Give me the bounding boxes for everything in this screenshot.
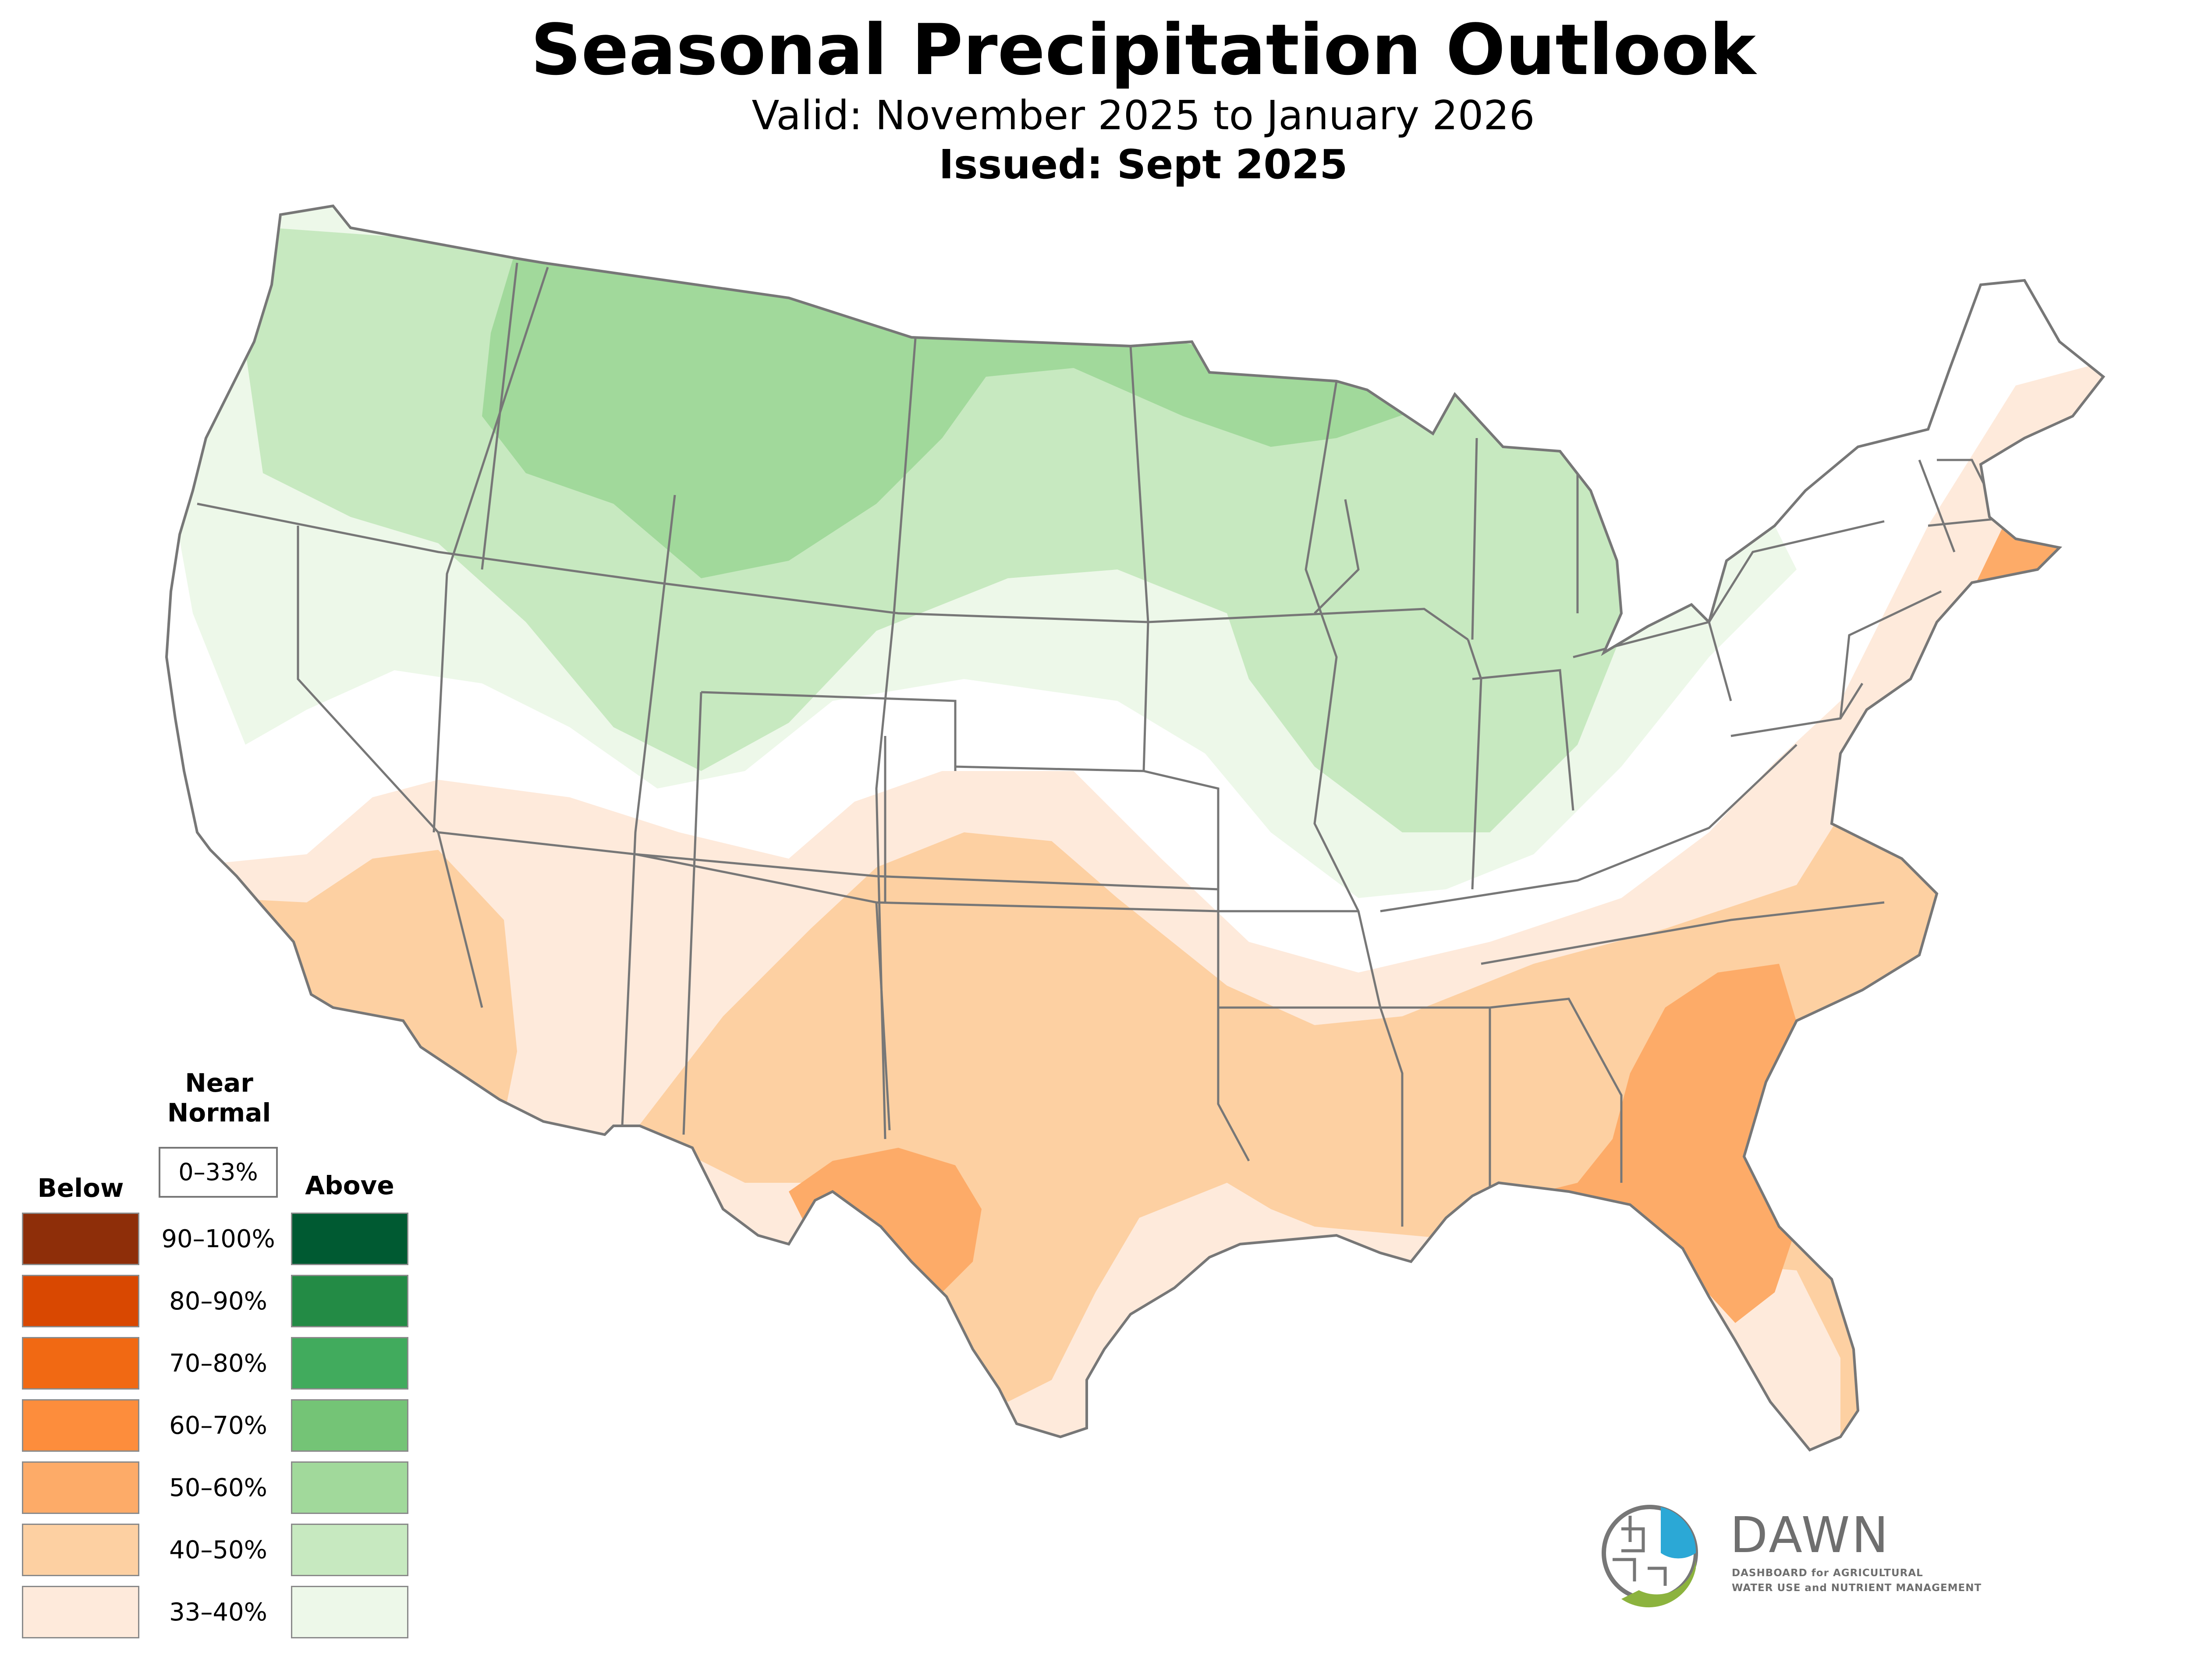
southeast-below-50-60 xyxy=(1490,964,1805,1323)
below-swatch xyxy=(22,1461,139,1514)
below-swatch xyxy=(22,1213,139,1265)
legend-range-label: 50–60% xyxy=(169,1474,267,1502)
below-swatch xyxy=(22,1399,139,1452)
dawn-logo-tagline-1: DASHBOARD for AGRICULTURAL xyxy=(1732,1567,1923,1579)
above-swatch xyxy=(291,1275,408,1327)
dawn-logo-icon xyxy=(1602,1505,1698,1608)
legend-range-label: 60–70% xyxy=(169,1411,267,1440)
texas-below-50-60 xyxy=(789,1148,982,1292)
legend-range-label: 40–50% xyxy=(169,1536,267,1564)
legend-range-label: 33–40% xyxy=(169,1598,267,1627)
above-swatch xyxy=(291,1399,408,1452)
dawn-logo-name: DAWN xyxy=(1730,1507,1890,1564)
near-normal-label: Near Normal xyxy=(167,1068,271,1128)
below-swatch xyxy=(22,1586,139,1638)
issued-date: Issued: Sept 2025 xyxy=(939,141,1348,188)
valid-period: Valid: November 2025 to January 2026 xyxy=(752,92,1535,139)
above-swatch xyxy=(291,1586,408,1638)
legend-range-label: 90–100% xyxy=(161,1225,275,1253)
below-swatch xyxy=(22,1275,139,1327)
state-boundaries xyxy=(197,262,2016,1227)
legend-range-label: 80–90% xyxy=(169,1287,267,1316)
below-swatch xyxy=(22,1337,139,1390)
legend-range-label: 70–80% xyxy=(169,1349,267,1378)
above-swatch xyxy=(291,1213,408,1265)
below-swatch xyxy=(22,1524,139,1576)
map-title: Seasonal Precipitation Outlook xyxy=(531,9,1756,91)
northern-rockies-above-50-60 xyxy=(482,245,1424,578)
near-normal-swatch: 0–33% xyxy=(159,1147,278,1198)
dawn-logo-tagline-2: WATER USE and NUTRIENT MANAGEMENT xyxy=(1732,1582,1982,1594)
above-label: Above xyxy=(305,1171,394,1200)
below-label: Below xyxy=(37,1173,124,1203)
above-swatch xyxy=(291,1461,408,1514)
above-swatch xyxy=(291,1524,408,1576)
above-swatch xyxy=(291,1337,408,1390)
